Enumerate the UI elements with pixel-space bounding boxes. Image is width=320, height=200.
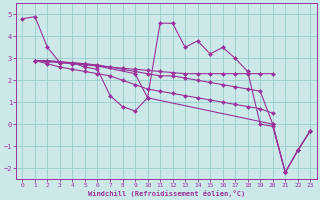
X-axis label: Windchill (Refroidissement éolien,°C): Windchill (Refroidissement éolien,°C) bbox=[88, 190, 245, 197]
